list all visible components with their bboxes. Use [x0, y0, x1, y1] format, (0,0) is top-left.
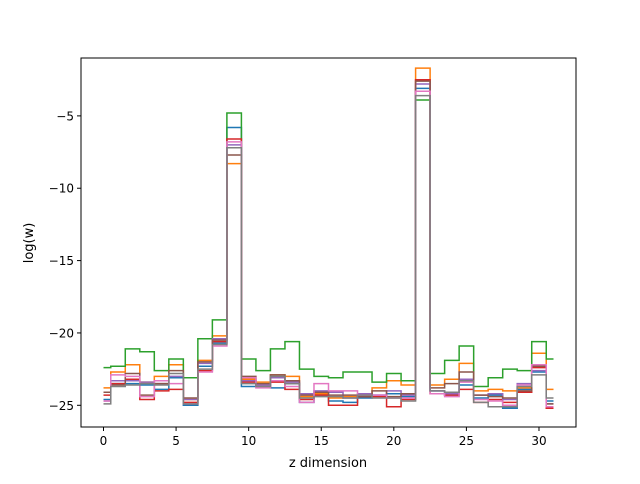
- series-line-7: [103, 94, 554, 408]
- series-line-2: [103, 99, 554, 388]
- series-line-5: [103, 80, 554, 405]
- y-tick-label: −20: [49, 326, 74, 340]
- x-tick-label: 20: [386, 434, 401, 448]
- x-tick-label: 0: [100, 434, 108, 448]
- axes-frame: [80, 57, 577, 428]
- x-tick-label: 10: [241, 434, 256, 448]
- y-tick-label: −15: [49, 254, 74, 268]
- x-axis-ticks: 0 5 10 15 20 25 30: [100, 427, 547, 448]
- x-axis-label: z dimension: [289, 456, 367, 471]
- y-tick-label: −5: [56, 109, 74, 123]
- x-tick-label: 25: [459, 434, 474, 448]
- y-axis-ticks: −25 −20 −15 −10 −5: [49, 109, 81, 413]
- y-tick-label: −10: [49, 182, 74, 196]
- series-layer: [103, 67, 554, 409]
- y-axis-label: log(w): [22, 223, 37, 264]
- y-tick-label: −25: [49, 399, 74, 413]
- x-tick-label: 15: [314, 434, 329, 448]
- x-tick-label: 5: [172, 434, 180, 448]
- x-tick-label: 30: [531, 434, 546, 448]
